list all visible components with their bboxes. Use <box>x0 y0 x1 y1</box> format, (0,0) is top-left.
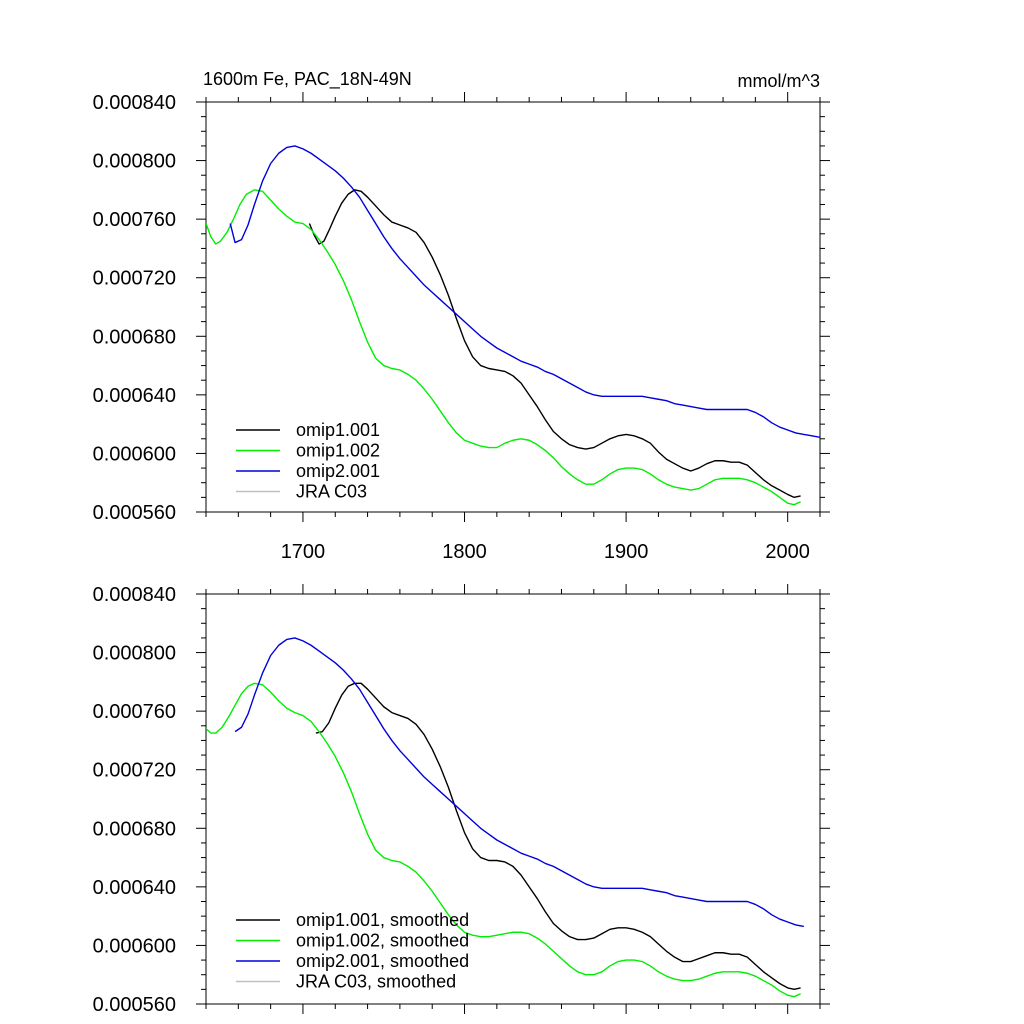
legend-label: omip2.001 <box>296 461 380 481</box>
y-tick-label: 0.000640 <box>93 385 176 407</box>
chart-title: 1600m Fe, PAC_18N-49N <box>203 69 412 90</box>
series-line-omip1-002-smoothed <box>206 682 801 998</box>
series-line-omip2-001 <box>229 145 820 439</box>
y-tick-label: 0.000760 <box>93 701 176 723</box>
x-tick-label: 2000 <box>765 541 810 563</box>
legend-label: JRA C03 <box>296 482 367 502</box>
y-tick-label: 0.000680 <box>93 326 176 348</box>
series-line-omip1-001 <box>308 189 801 499</box>
legend-label: omip1.001, smoothed <box>296 910 469 930</box>
legend-label: omip2.001, smoothed <box>296 951 469 971</box>
y-tick-label: 0.000800 <box>93 643 176 665</box>
x-tick-label: 1700 <box>281 541 326 563</box>
legend-label: omip1.001 <box>296 420 380 440</box>
y-tick-label: 0.000600 <box>93 935 176 957</box>
units-label: mmol/m^3 <box>738 71 820 91</box>
y-tick-label: 0.000800 <box>93 151 176 173</box>
legend-label: omip1.002, smoothed <box>296 931 469 951</box>
series-line-omip2-001-smoothed <box>234 637 804 928</box>
y-tick-label: 0.000720 <box>93 760 176 782</box>
top-panel: 0.000560 0.000600 0.000640 0.000680 0.000720… <box>93 69 830 563</box>
series-line-omip1-002 <box>206 189 801 506</box>
y-tick-label: 0.000840 <box>93 584 176 606</box>
y-tick-label: 0.000600 <box>93 443 176 465</box>
series-line-omip1-001-smoothed <box>315 682 801 991</box>
x-tick-label: 1800 <box>442 541 487 563</box>
legend-label: omip1.002 <box>296 441 380 461</box>
y-tick-label: 0.000840 <box>93 92 176 114</box>
bottom-panel: 0.000560 0.000600 0.000640 0.000680 0.000720… <box>93 584 830 1016</box>
legend-label: JRA C03, smoothed <box>296 972 456 992</box>
y-tick-label: 0.000680 <box>93 818 176 840</box>
y-tick-label: 0.000560 <box>93 502 176 524</box>
y-tick-label: 0.000560 <box>93 994 176 1016</box>
y-tick-label: 0.000760 <box>93 209 176 231</box>
y-tick-label: 0.000720 <box>93 268 176 290</box>
y-tick-label: 0.000640 <box>93 877 176 899</box>
x-tick-label: 1900 <box>604 541 649 563</box>
